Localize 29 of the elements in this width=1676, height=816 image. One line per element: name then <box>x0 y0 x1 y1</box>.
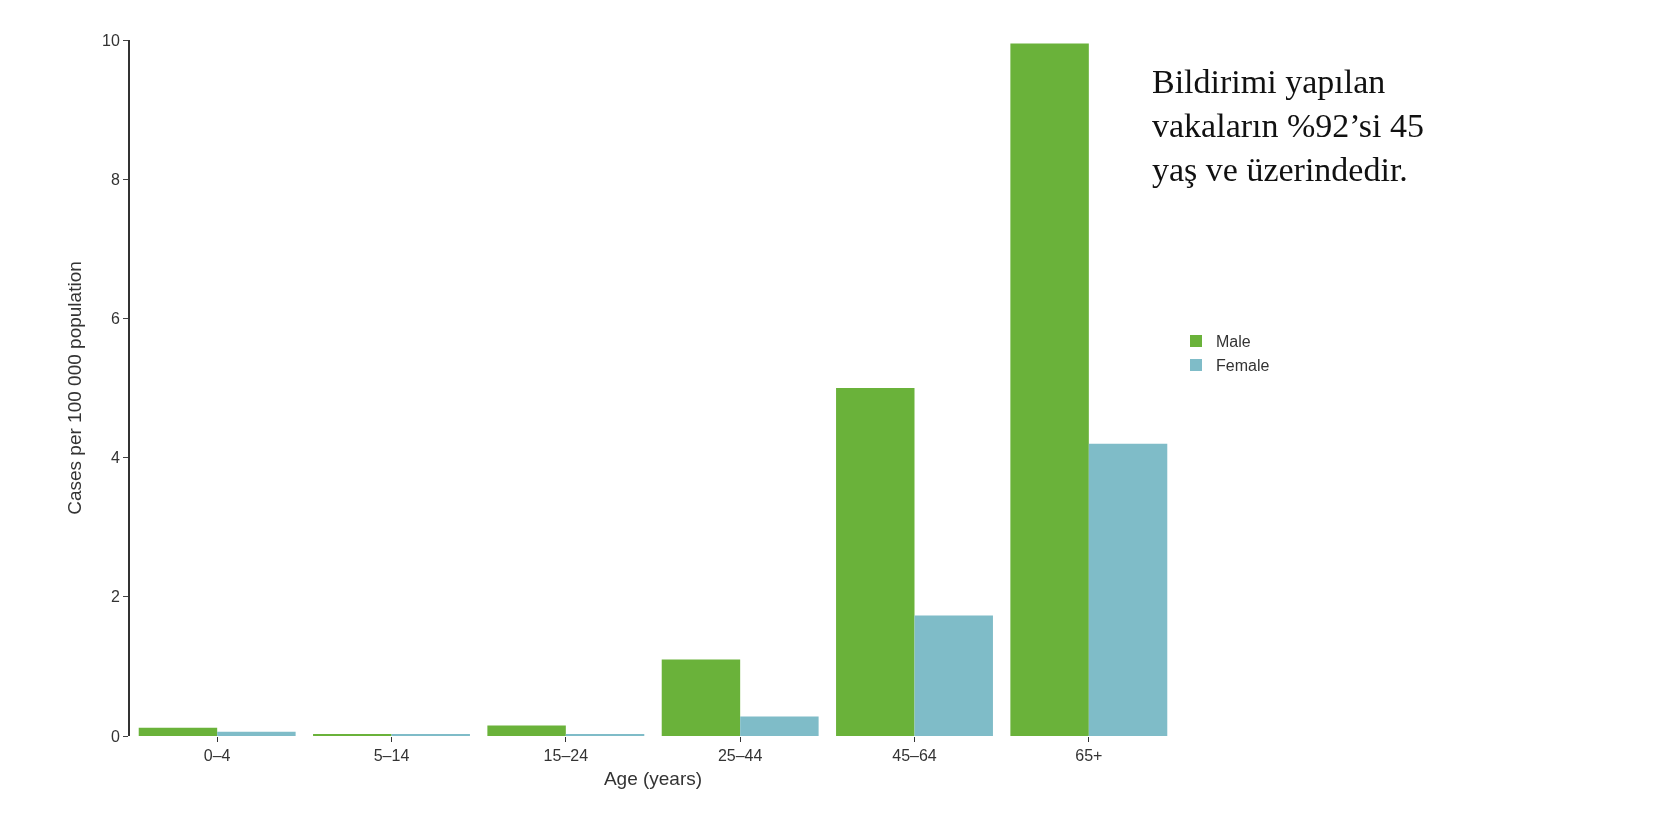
y-tick-label: 8 <box>110 170 120 188</box>
legend-label: Male <box>1216 333 1251 351</box>
x-tick-label: 65+ <box>1075 747 1103 765</box>
annotation: Bildirimi yapılan vakaların %92’si 45 yaş ve üzerindedir. <box>1152 63 1424 189</box>
x-tick-label: 0–4 <box>203 747 231 765</box>
bar <box>391 733 470 736</box>
y-tick-label: 0 <box>110 727 120 745</box>
bar <box>1010 43 1089 736</box>
bar <box>565 733 645 736</box>
bar <box>836 388 915 736</box>
bar <box>487 725 566 736</box>
bar <box>661 659 741 736</box>
x-axis-title: Age (years) <box>603 768 703 789</box>
bar <box>740 716 819 736</box>
bar <box>313 733 392 736</box>
y-axis-title: Cases per 100 000 population <box>64 261 86 515</box>
bar <box>914 615 993 736</box>
x-tick-label: 15–24 <box>543 747 589 765</box>
y-tick-label: 2 <box>110 588 120 606</box>
bar <box>138 727 218 736</box>
y-tick-label: 10 <box>102 31 120 49</box>
bar <box>1088 443 1168 736</box>
x-tick-label: 5–14 <box>373 747 410 765</box>
y-tick-label: 6 <box>110 310 120 327</box>
x-tick-label: 25–44 <box>717 747 763 765</box>
y-tick-label: 4 <box>110 449 120 467</box>
legend-label: Female <box>1216 357 1270 375</box>
x-tick-label: 45–64 <box>892 747 937 765</box>
bar <box>217 731 296 736</box>
